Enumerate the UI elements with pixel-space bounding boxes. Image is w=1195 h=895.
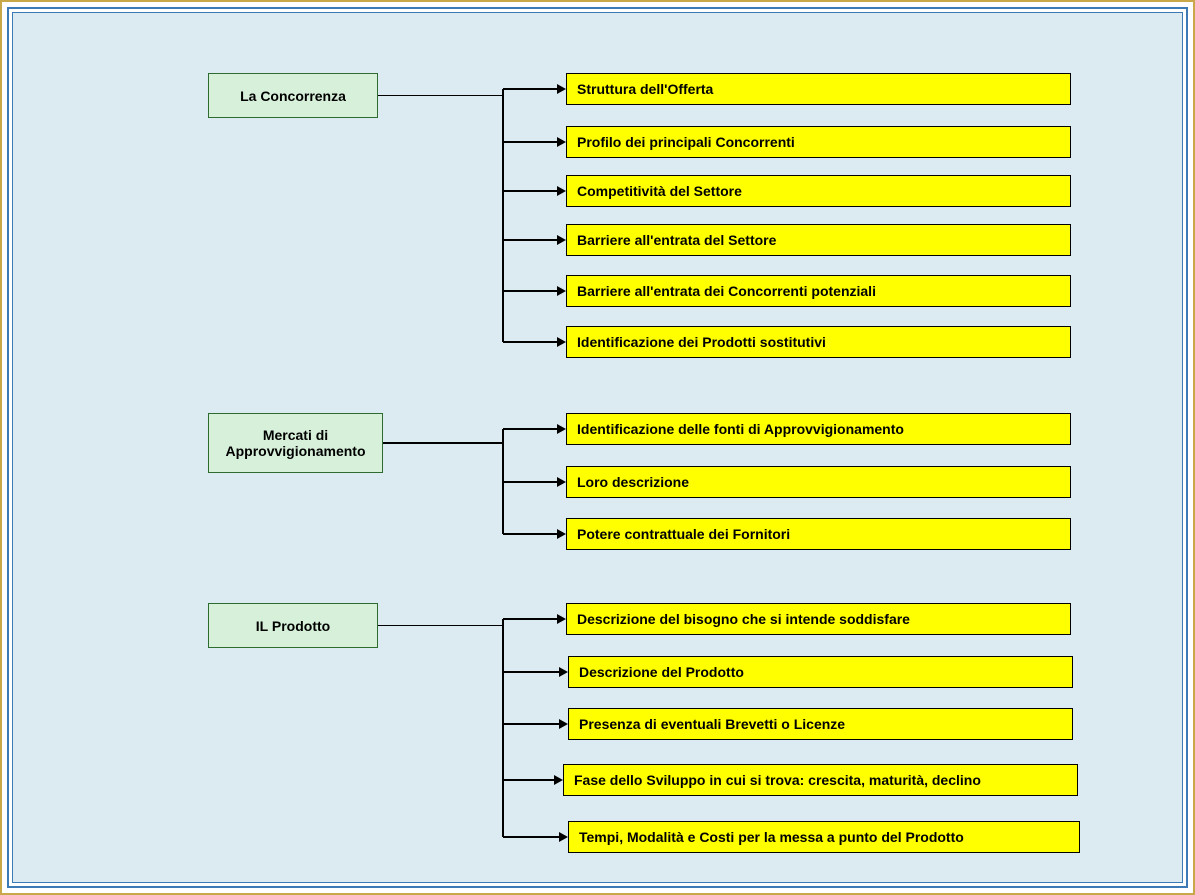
arrow-icon	[557, 529, 566, 539]
arrow-icon	[557, 137, 566, 147]
child-node-prodotto-0: Descrizione del bisogno che si intende s…	[566, 603, 1071, 635]
root-node-prodotto: IL Prodotto	[208, 603, 378, 648]
arrow-icon	[557, 337, 566, 347]
arrow-icon	[557, 614, 566, 624]
outer-frame: La Concorrenza Struttura dell'Offerta Prof…	[0, 0, 1195, 895]
arrow-icon	[559, 667, 568, 677]
child-node-concorrenza-2: Competitività del Settore	[566, 175, 1071, 207]
connector-branch-prodotto-4	[503, 836, 559, 838]
connector-branch-concorrenza-2	[503, 190, 557, 192]
connector-root-h-concorrenza	[378, 95, 503, 97]
child-node-concorrenza-1: Profilo dei principali Concorrenti	[566, 126, 1071, 158]
connector-branch-concorrenza-1	[503, 141, 557, 143]
connector-branch-mercati-0	[503, 428, 557, 430]
child-node-mercati-1: Loro descrizione	[566, 466, 1071, 498]
child-node-mercati-2: Potere contrattuale dei Fornitori	[566, 518, 1071, 550]
connector-branch-prodotto-0	[503, 618, 557, 620]
root-node-mercati: Mercati di Approvvigionamento	[208, 413, 383, 473]
arrow-icon	[557, 84, 566, 94]
connector-branch-mercati-2	[503, 533, 557, 535]
arrow-icon	[557, 286, 566, 296]
arrow-icon	[557, 477, 566, 487]
connector-trunk-prodotto	[502, 619, 504, 837]
child-node-concorrenza-5: Identificazione dei Prodotti sostitutivi	[566, 326, 1071, 358]
connector-root-h-prodotto	[378, 625, 503, 627]
root-node-concorrenza: La Concorrenza	[208, 73, 378, 118]
arrow-icon	[554, 775, 563, 785]
child-node-concorrenza-3: Barriere all'entrata del Settore	[566, 224, 1071, 256]
connector-branch-concorrenza-3	[503, 239, 557, 241]
child-node-concorrenza-4: Barriere all'entrata dei Concorrenti pot…	[566, 275, 1071, 307]
connector-trunk-concorrenza	[502, 89, 504, 342]
connector-root-h-mercati	[383, 442, 503, 444]
connector-branch-prodotto-2	[503, 723, 559, 725]
connector-branch-prodotto-3	[503, 779, 554, 781]
arrow-icon	[557, 186, 566, 196]
child-node-prodotto-4: Tempi, Modalità e Costi per la messa a p…	[568, 821, 1080, 853]
connector-branch-concorrenza-4	[503, 290, 557, 292]
child-node-mercati-0: Identificazione delle fonti di Approvvig…	[566, 413, 1071, 445]
inner-frame: La Concorrenza Struttura dell'Offerta Prof…	[7, 7, 1188, 888]
child-node-prodotto-2: Presenza di eventuali Brevetti o Licenze	[568, 708, 1073, 740]
child-node-prodotto-1: Descrizione del Prodotto	[568, 656, 1073, 688]
connector-branch-concorrenza-0	[503, 88, 557, 90]
child-node-concorrenza-0: Struttura dell'Offerta	[566, 73, 1071, 105]
connector-branch-prodotto-1	[503, 671, 559, 673]
arrow-icon	[559, 719, 568, 729]
arrow-icon	[559, 832, 568, 842]
child-node-prodotto-3: Fase dello Sviluppo in cui si trova: cre…	[563, 764, 1078, 796]
connector-branch-mercati-1	[503, 481, 557, 483]
diagram-canvas: La Concorrenza Struttura dell'Offerta Prof…	[12, 12, 1183, 883]
arrow-icon	[557, 424, 566, 434]
connector-branch-concorrenza-5	[503, 341, 557, 343]
arrow-icon	[557, 235, 566, 245]
